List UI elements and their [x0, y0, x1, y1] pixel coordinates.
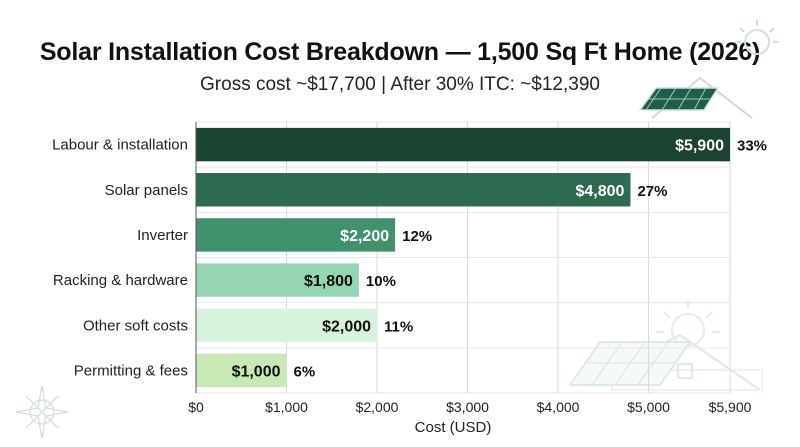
- bar-value-label: $5,900: [675, 138, 724, 155]
- small-solar-roof-icon: [638, 76, 753, 119]
- x-tick-label: $5,000: [627, 399, 670, 415]
- category-label: Solar panels: [105, 182, 188, 199]
- x-tick-label: $5,900: [709, 399, 752, 415]
- bar-percent-label: 27%: [637, 183, 667, 200]
- bar: [196, 173, 631, 207]
- bar-value-label: $2,000: [322, 318, 371, 335]
- bar-percent-label: 12%: [402, 228, 432, 245]
- x-axis-title: Cost (USD): [415, 419, 492, 436]
- category-label: Labour & installation: [52, 137, 188, 154]
- bar-percent-label: 6%: [294, 363, 316, 380]
- bar-value-label: $2,200: [340, 228, 389, 245]
- bar-percent-label: 11%: [384, 318, 413, 335]
- category-label: Racking & hardware: [53, 272, 188, 289]
- x-tick-label: $2,000: [356, 399, 399, 415]
- sun-icon: [735, 20, 779, 55]
- bar: [196, 353, 287, 388]
- compass-rose-icon: [15, 385, 69, 439]
- chart-title: Solar Installation Cost Breakdown — 1,50…: [39, 38, 761, 66]
- bar-percent-label: 10%: [366, 273, 396, 290]
- category-label: Other soft costs: [83, 317, 188, 334]
- solar-roof-icon: [568, 300, 763, 391]
- bar-percent-label: 33%: [737, 138, 767, 155]
- x-tick-label: $3,000: [446, 399, 489, 415]
- x-tick-label: $4,000: [537, 399, 580, 415]
- category-label: Permitting & fees: [74, 362, 188, 379]
- bar: [196, 308, 378, 342]
- category-label: Inverter: [137, 227, 188, 244]
- x-tick-label: $0: [188, 399, 204, 415]
- bar-value-label: $4,800: [576, 183, 625, 200]
- bar: [196, 263, 359, 297]
- x-tick-label: $1,000: [265, 399, 308, 415]
- bar: [196, 127, 730, 162]
- bar-value-label: $1,000: [232, 363, 281, 380]
- bar: [196, 218, 396, 252]
- chart-subtitle: Gross cost ~$17,700 | After 30% ITC: ~$1…: [200, 74, 600, 95]
- bar-value-label: $1,800: [304, 273, 353, 290]
